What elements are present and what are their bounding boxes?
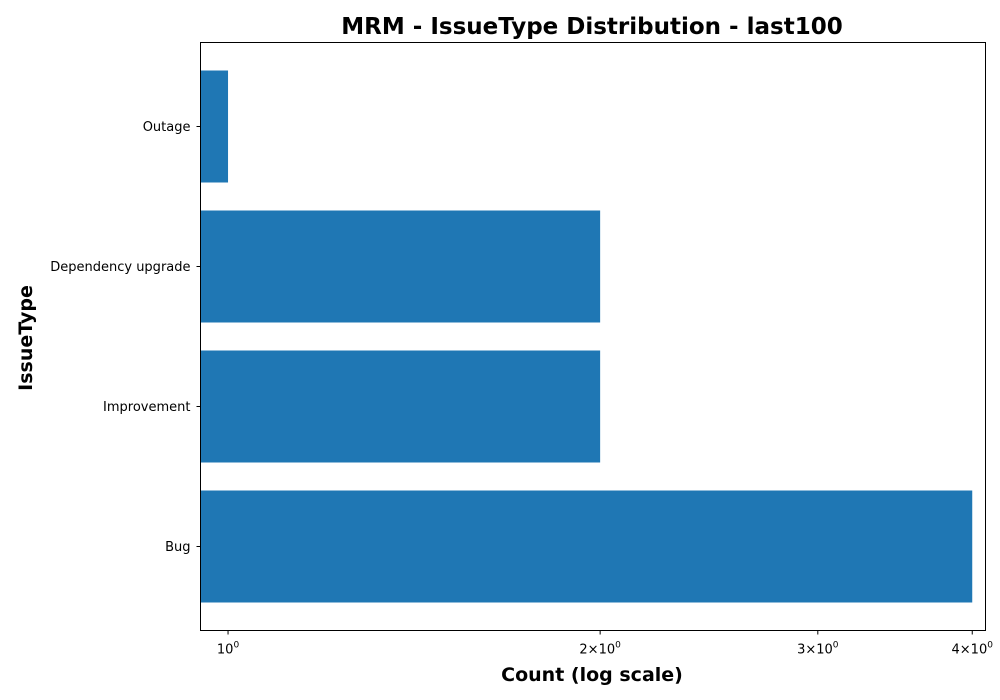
bar-improvement [201, 351, 601, 463]
y-axis: Bug Improvement Dependency upgrade Outage [50, 120, 200, 555]
y-tick-label-improvement: Improvement [103, 400, 190, 415]
x-axis-label: Count (log scale) [501, 664, 683, 686]
y-tick-label-bug: Bug [165, 540, 190, 555]
x-tick-label-1: 2×100 [579, 641, 621, 658]
x-tick-label-2: 3×100 [797, 641, 839, 658]
y-tick-label-dependency-upgrade: Dependency upgrade [50, 260, 190, 275]
y-axis-label: IssueType [15, 285, 37, 391]
x-tick-label-3: 4×100 [952, 641, 994, 658]
bar-bug [201, 491, 973, 603]
x-tick-label-0: 100 [217, 641, 240, 658]
bar-outage [201, 71, 229, 183]
y-tick-label-outage: Outage [143, 120, 191, 135]
bar-dependency-upgrade [201, 211, 601, 323]
bars-group [201, 71, 973, 603]
chart-title: MRM - IssueType Distribution - last100 [341, 14, 842, 40]
x-axis: 100 2×100 3×100 4×100 [217, 631, 993, 658]
